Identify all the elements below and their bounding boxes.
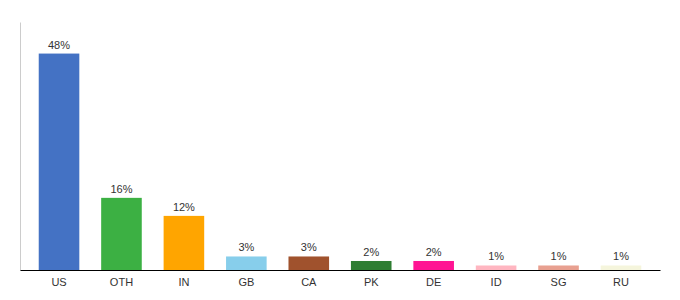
bar xyxy=(538,265,579,270)
bar xyxy=(39,54,80,270)
data-label: 2% xyxy=(426,246,442,258)
x-tick: US xyxy=(51,276,66,288)
x-tick-label: SG xyxy=(551,276,567,288)
x-tick: CA xyxy=(301,276,317,288)
x-tick: OTH xyxy=(110,276,133,288)
x-axis: US OTH IN GB CA PK DE ID SG RU xyxy=(21,271,661,288)
data-label: 1% xyxy=(551,250,567,262)
x-tick-label: DE xyxy=(426,276,441,288)
data-label: 48% xyxy=(48,39,70,51)
y-axis-line xyxy=(20,23,21,271)
x-tick-label: CA xyxy=(301,276,317,288)
x-tick: GB xyxy=(238,276,254,288)
data-label: 1% xyxy=(488,250,504,262)
x-tick: ID xyxy=(491,276,502,288)
x-tick-label: PK xyxy=(364,276,379,288)
data-label: 2% xyxy=(363,246,379,258)
x-tick-label: RU xyxy=(613,276,629,288)
bar xyxy=(601,265,642,270)
x-tick: RU xyxy=(613,276,629,288)
x-tick: DE xyxy=(426,276,441,288)
x-tick-label: OTH xyxy=(110,276,133,288)
chart-container: US OTH IN GB CA PK DE ID SG RU 48% 16% 12% 3% 3% 2% 2% 1%… xyxy=(0,0,680,300)
bar xyxy=(476,265,517,270)
bar xyxy=(413,261,454,270)
x-axis-line xyxy=(21,270,661,271)
bar xyxy=(351,261,392,270)
x-tick-label: IN xyxy=(178,276,189,288)
x-tick-label: US xyxy=(51,276,66,288)
data-labels: 48% 16% 12% 3% 3% 2% 2% 1% 1% 1% xyxy=(48,39,629,263)
data-label: 3% xyxy=(301,241,317,253)
x-tick-label: ID xyxy=(491,276,502,288)
chart-svg: US OTH IN GB CA PK DE ID SG RU 48% 16% 12% 3% 3% 2% 2% 1%… xyxy=(0,0,680,300)
plot-area: US OTH IN GB CA PK DE ID SG RU 48% 16% 12% 3% 3% 2% 2% 1%… xyxy=(21,23,661,288)
data-label: 16% xyxy=(110,183,132,195)
data-label: 12% xyxy=(173,201,195,213)
bar xyxy=(101,198,142,270)
x-tick: SG xyxy=(551,276,567,288)
y-axis xyxy=(20,23,21,271)
x-tick: PK xyxy=(364,276,379,288)
bar xyxy=(288,256,329,270)
bars xyxy=(39,54,642,270)
x-tick-label: GB xyxy=(238,276,254,288)
x-tick: IN xyxy=(178,276,189,288)
data-label: 3% xyxy=(238,241,254,253)
bar xyxy=(226,256,267,270)
bar xyxy=(164,216,205,270)
data-label: 1% xyxy=(613,250,629,262)
